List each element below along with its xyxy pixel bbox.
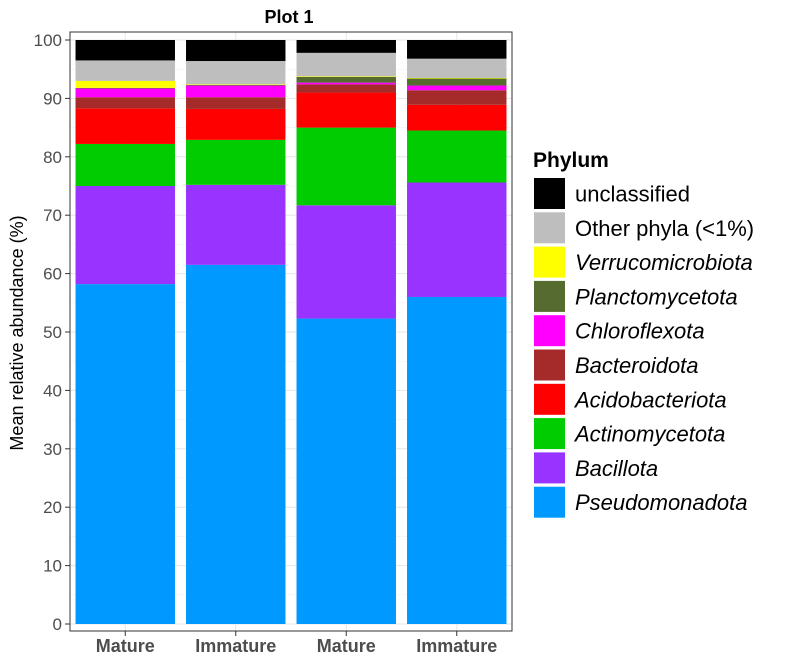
legend-key [534,418,565,450]
y-tick-label: 30 [43,440,62,459]
x-tick-label: Mature [317,636,376,656]
legend-label: Chloroflexota [575,319,705,344]
y-tick-label: 60 [43,265,62,284]
chart-title: Plot 1 [264,7,313,27]
y-tick-label: 10 [43,557,62,576]
legend: Phylum unclassified Other phyla (<1%) Verr… [533,149,754,518]
y-tick-label: 70 [43,206,62,225]
bar-segment [186,40,286,62]
bar-segment [407,85,507,91]
bar-segment [75,87,175,89]
legend-label: Pseudomonadota [575,490,747,515]
legend-label: unclassified [575,182,690,207]
x-tick-label: Immature [195,636,276,656]
bar-segment [296,205,396,319]
bar-segment [186,84,286,86]
bar-segment [407,77,507,79]
bar-segment [296,127,396,206]
bar-segment [75,60,175,81]
legend-label: Bacteroidota [575,353,699,378]
bar-segment [296,40,396,53]
bar-segment [75,143,175,186]
y-axis-ticks: 0 10 20 30 40 50 60 70 80 90 100 [34,31,70,634]
bar-segment [75,284,175,624]
bar-segment [407,130,507,183]
y-tick-label: 20 [43,498,62,517]
bar-segment [186,108,286,140]
bar-segment [186,139,286,185]
bar-segment [296,82,396,85]
bar-segment [75,186,175,285]
bar-segment [186,61,286,85]
legend-label: Acidobacteriota [573,387,727,412]
legend-key [534,246,565,278]
bar-segment [296,84,396,93]
y-tick-label: 50 [43,323,62,342]
bars [69,31,513,632]
legend-label: Bacillota [575,456,658,481]
y-tick-label: 80 [43,148,62,167]
bar-segment [296,76,396,77]
bar-segment [186,184,286,265]
bar-segment [407,296,507,624]
legend-label: Planctomycetota [575,284,738,309]
bar-segment [296,318,396,624]
bar-segment [186,84,286,85]
bar-segment [296,76,396,83]
legend-label: Other phyla (<1%) [575,216,754,241]
panel-border [69,31,513,632]
legend-key [534,178,565,209]
legend-key [534,280,565,312]
bar-segment [407,90,507,105]
x-tick-label: Immature [416,636,497,656]
bar-segment [75,108,175,144]
bar-segment [75,97,175,109]
legend-label: Verrucomicrobiota [575,250,753,275]
legend-key [534,315,565,347]
bar-segment [296,52,396,77]
bar-segment [75,40,175,61]
x-axis-ticks: Mature Immature Mature Immature [96,631,497,656]
y-tick-label: 0 [53,615,62,634]
y-tick-label: 90 [43,89,62,108]
y-tick-label: 100 [34,31,62,50]
y-axis-label: Mean relative abundance (%) [7,215,27,450]
bar-segment [407,78,507,86]
bar-segment [407,104,507,131]
bar-segment [186,85,286,98]
bar-segment [186,264,286,624]
legend-key [534,452,565,484]
legend-key [534,486,565,518]
legend-items: unclassified Other phyla (<1%) Verrucomicr… [534,178,754,518]
bar-segment [296,92,396,128]
bar-segment [75,88,175,98]
bar-segment [186,97,286,109]
legend-key [534,383,565,415]
bar-segment [407,182,507,297]
y-tick-label: 40 [43,381,62,400]
bar-segment [75,80,175,88]
legend-label: Actinomycetota [573,422,725,447]
legend-key [534,212,565,244]
bar-segment [407,40,507,59]
legend-key [534,349,565,381]
legend-title: Phylum [533,149,609,172]
x-tick-label: Mature [96,636,155,656]
bar-segment [407,58,507,78]
